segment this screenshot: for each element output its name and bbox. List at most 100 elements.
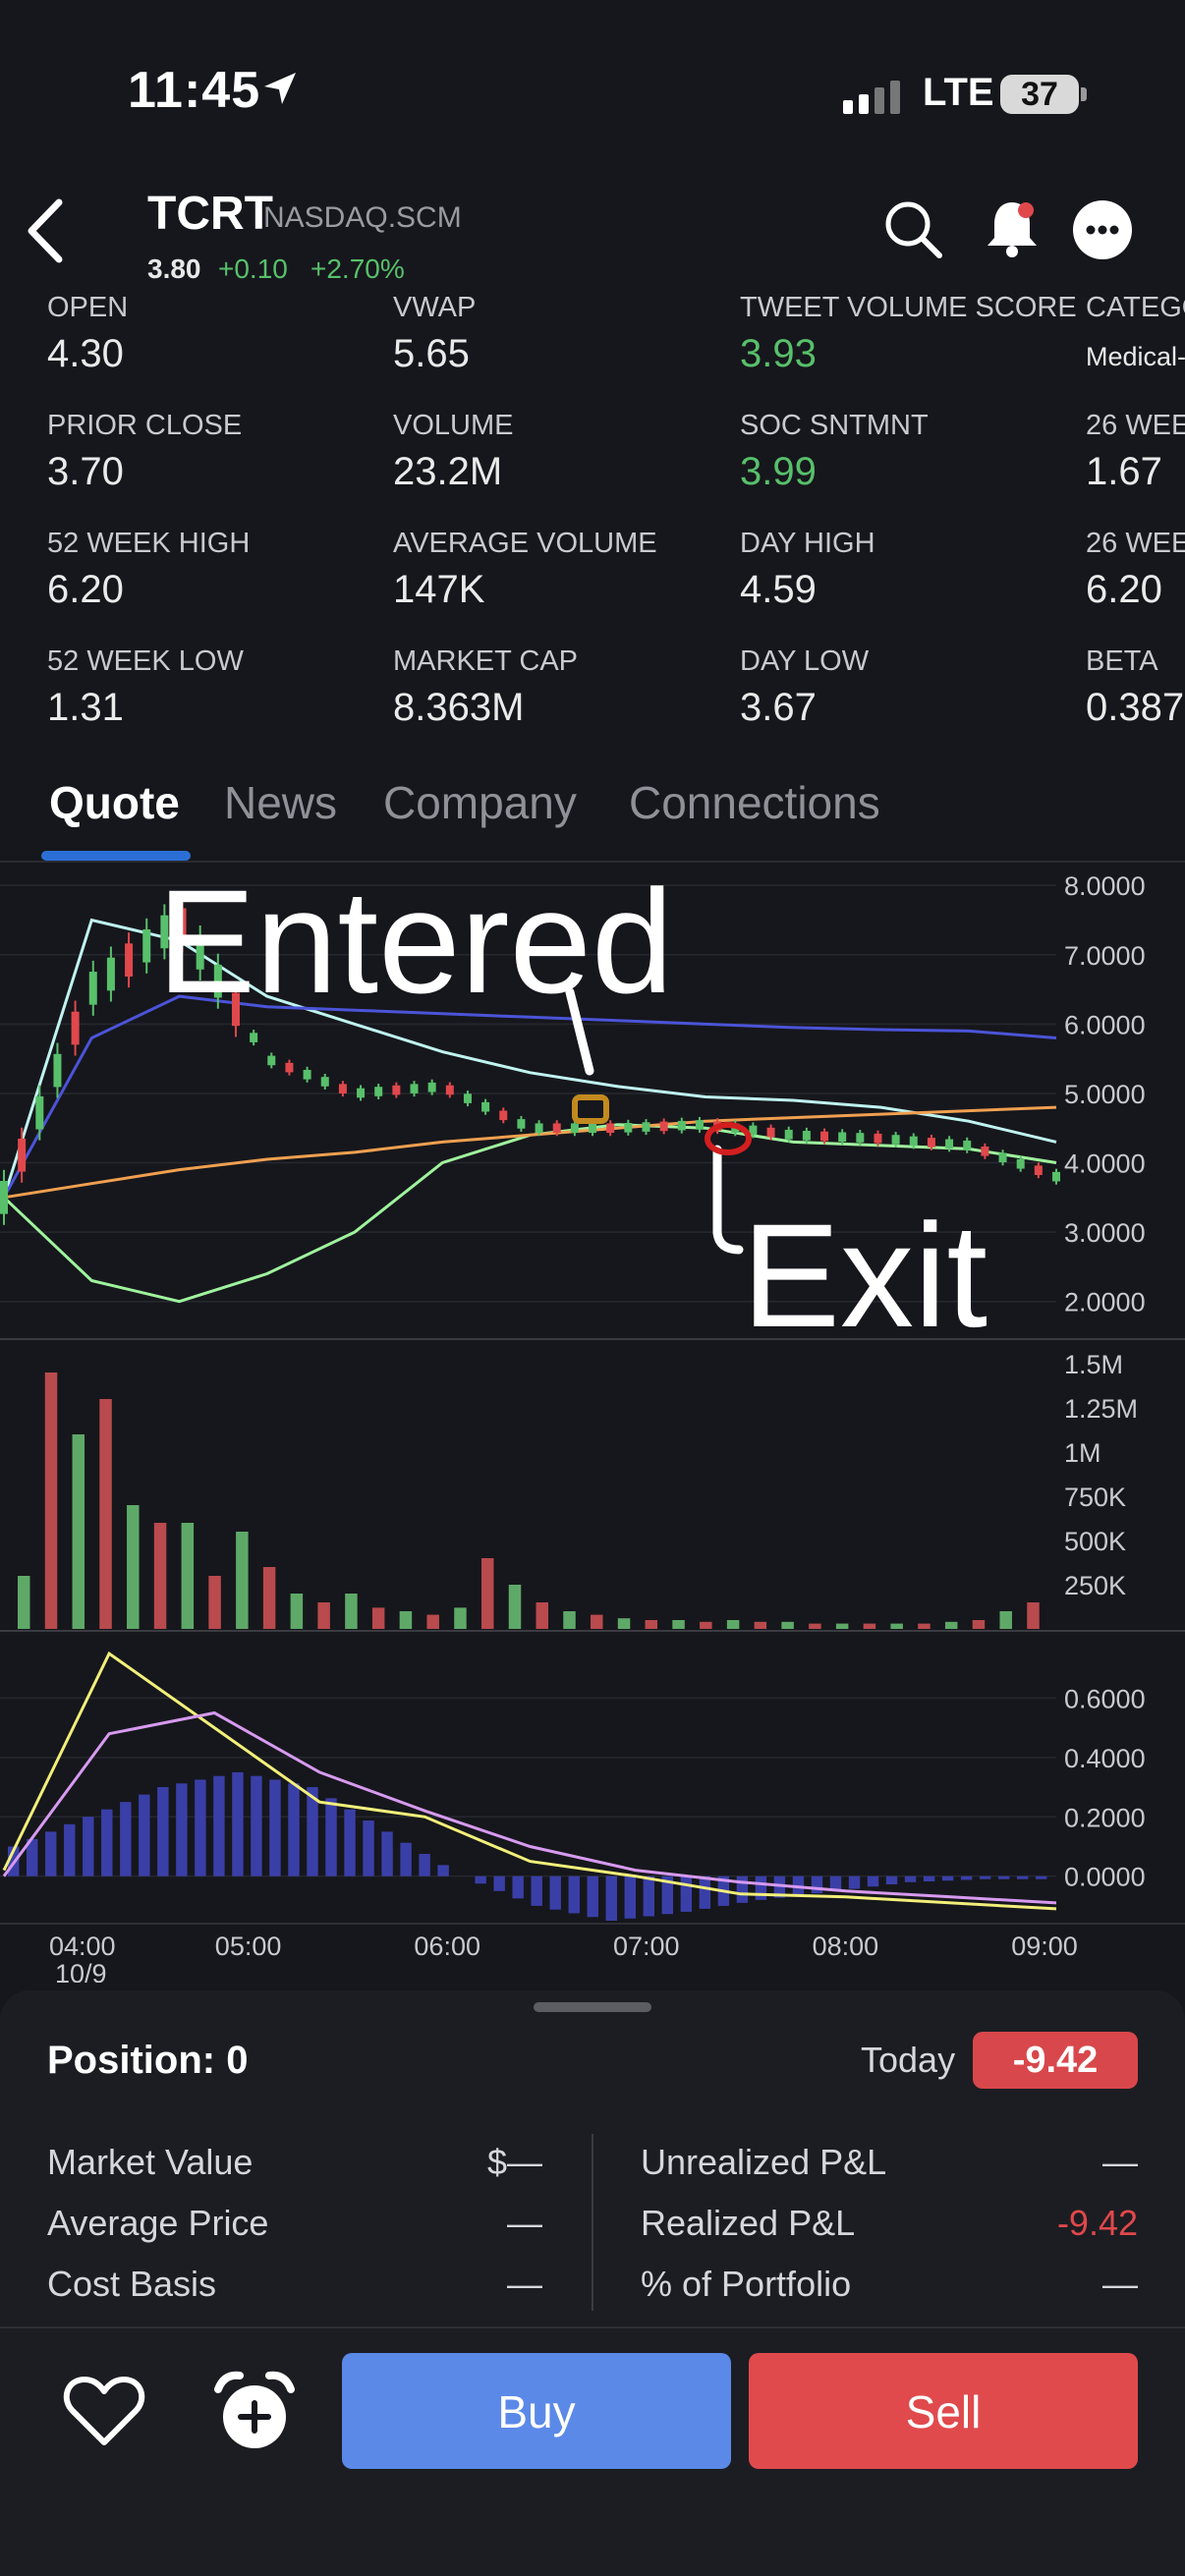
candle <box>320 1077 329 1087</box>
candle <box>285 1062 294 1073</box>
price-axis-tick: 6.0000 <box>1064 1010 1146 1039</box>
chart-annotations: Entered Exit <box>157 863 988 1358</box>
volume-bar <box>371 1607 385 1629</box>
candle <box>535 1123 543 1134</box>
time-axis-tick: 04:00 <box>49 1932 116 1961</box>
macd-histogram-bar <box>307 1787 318 1876</box>
buy-button[interactable]: Buy <box>342 2353 731 2469</box>
candle <box>231 992 240 1027</box>
candle <box>963 1140 972 1150</box>
candle <box>18 1138 27 1172</box>
price-alert-button[interactable] <box>210 2368 299 2461</box>
candle <box>0 1181 8 1214</box>
candle <box>659 1121 668 1132</box>
more-options-button[interactable] <box>1073 200 1132 259</box>
time-axis-date: 10/9 <box>55 1959 107 1983</box>
volume-chart <box>18 1372 1040 1629</box>
position-title: Position: 0 <box>47 2039 249 2082</box>
annotation-exit: Exit <box>742 1193 988 1358</box>
stat-label: PRIOR CLOSE <box>47 410 243 441</box>
macd-histogram-bar <box>157 1787 169 1876</box>
volume-bar <box>181 1523 195 1629</box>
status-time: 11:45 <box>128 62 261 119</box>
macd-axis-tick: 0.4000 <box>1064 1744 1146 1773</box>
macd-histogram-bar <box>83 1817 94 1876</box>
portfolio-pct-label: % of Portfolio <box>641 2264 852 2304</box>
macd-line <box>2 1651 1057 1911</box>
tab-news[interactable]: News <box>224 777 338 828</box>
tab-quote[interactable]: Quote <box>49 777 180 828</box>
volume-axis-tick: 750K <box>1064 1483 1126 1512</box>
macd-histogram-bar <box>120 1802 132 1876</box>
candle <box>392 1085 401 1095</box>
candle <box>677 1120 686 1131</box>
candle <box>838 1132 847 1143</box>
time-axis-tick: 08:00 <box>813 1932 879 1961</box>
candle <box>1034 1165 1043 1175</box>
watchlist-button[interactable] <box>63 2374 145 2453</box>
volume-bar <box>972 1620 986 1629</box>
macd-histogram-bar <box>400 1842 412 1876</box>
macd-histogram-bar <box>848 1876 861 1889</box>
price-axis-tick: 3.0000 <box>1064 1218 1146 1248</box>
macd-histogram-bar <box>531 1876 542 1906</box>
stat-label: MARKET CAP <box>393 645 579 677</box>
exit-marker <box>705 1122 752 1155</box>
stat-label: AVERAGE VOLUME <box>393 528 657 559</box>
macd-histogram-bar <box>251 1775 262 1876</box>
candle <box>499 1110 508 1121</box>
column-divider <box>592 2134 593 2311</box>
candle <box>642 1122 650 1132</box>
candle <box>552 1123 561 1134</box>
macd-histogram-bar <box>363 1820 374 1876</box>
macd-histogram-bar <box>1016 1876 1029 1879</box>
volume-bar <box>754 1621 767 1629</box>
annotation-entered-pointer <box>565 987 594 1076</box>
macd-histogram-bar <box>288 1783 300 1876</box>
volume-bar <box>617 1618 631 1629</box>
candle <box>463 1093 472 1103</box>
candle <box>357 1088 366 1098</box>
candle <box>766 1127 775 1138</box>
tab-company[interactable]: Company <box>383 777 577 828</box>
stat-label: CATEGO <box>1086 292 1185 323</box>
candle <box>53 1053 62 1088</box>
macd-histogram-bar <box>232 1771 244 1876</box>
macd-histogram-bar <box>829 1876 842 1891</box>
candle <box>374 1087 383 1096</box>
alerts-button[interactable] <box>983 196 1042 266</box>
macd-histogram-bar <box>699 1876 711 1909</box>
stat-label: VWAP <box>393 292 477 323</box>
volume-bar <box>290 1594 304 1629</box>
candle <box>106 957 115 991</box>
stat-value: 6.20 <box>47 568 124 611</box>
stat-label: 26 WEE <box>1086 410 1185 441</box>
realized-pnl: -9.42 <box>1056 2203 1138 2243</box>
candle <box>213 964 222 998</box>
macd-histogram-bar <box>997 1876 1010 1879</box>
sheet-handle[interactable] <box>534 2002 651 2012</box>
volume-bar <box>399 1611 413 1629</box>
sell-button[interactable]: Sell <box>749 2353 1138 2469</box>
stat-value: 5.65 <box>393 332 470 375</box>
stat-value: 1.67 <box>1086 450 1162 493</box>
volume-bar <box>672 1620 685 1629</box>
volume-bar <box>44 1372 58 1629</box>
macd-histogram-bar <box>512 1876 524 1899</box>
stat-label: 52 WEEK LOW <box>47 645 244 677</box>
volume-bar <box>480 1558 494 1629</box>
candle <box>570 1123 579 1134</box>
macd-histogram-bar <box>45 1831 57 1876</box>
stat-value: 1.31 <box>47 686 124 729</box>
stat-label: TWEET VOLUME SCORE <box>740 292 1077 323</box>
macd-histogram-bar <box>475 1876 486 1884</box>
candle <box>517 1119 526 1129</box>
macd-histogram-bar <box>979 1876 991 1879</box>
chart-area[interactable]: 8.0000 7.0000 6.0000 5.0000 4.0000 3.0000 2.00… <box>0 863 1185 1983</box>
tab-connections[interactable]: Connections <box>629 777 880 828</box>
search-button[interactable] <box>882 198 945 266</box>
unrealized-pnl-label: Unrealized P&L <box>641 2142 887 2182</box>
back-button[interactable] <box>22 196 71 270</box>
macd-histogram-bar <box>680 1876 693 1912</box>
chart-grid <box>0 884 1185 1925</box>
